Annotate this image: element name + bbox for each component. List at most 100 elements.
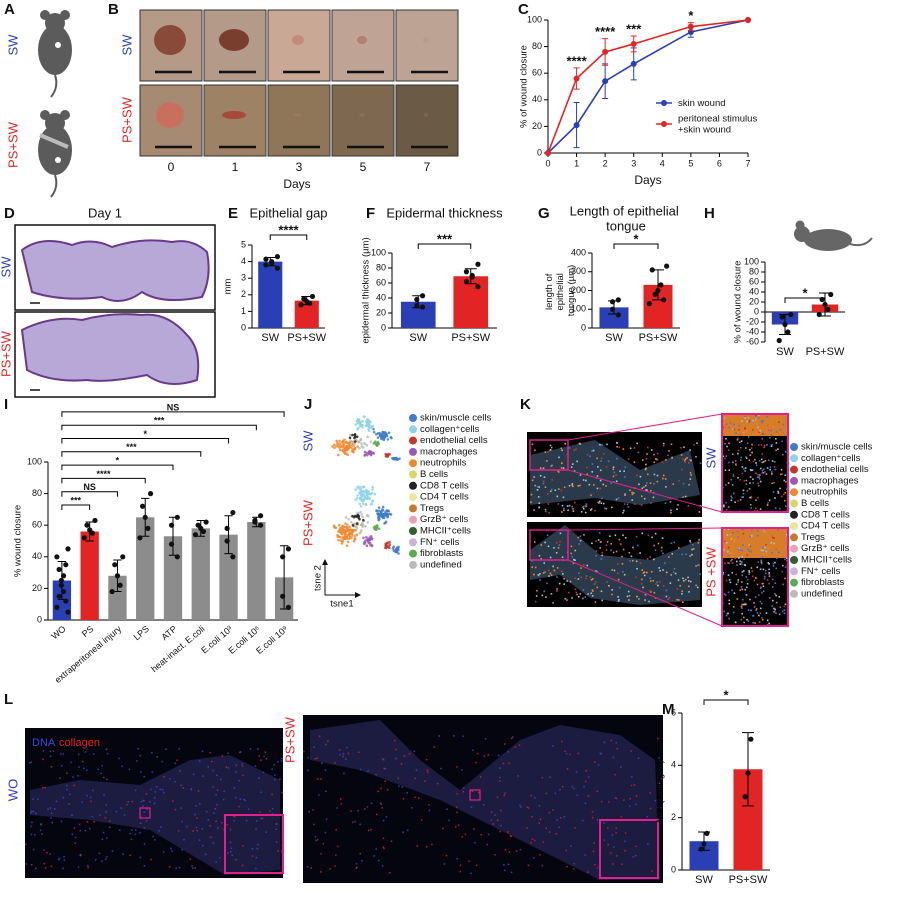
cell-dot [582, 479, 585, 481]
cell-dot [610, 542, 613, 545]
cell-dot [768, 568, 770, 571]
cell-dot [653, 544, 655, 547]
cell-dot [650, 502, 652, 504]
cell-dot [543, 476, 546, 479]
stain-label: DNA [32, 737, 56, 749]
cell-dot [544, 541, 546, 544]
bar [191, 528, 210, 620]
cell-dot [594, 601, 597, 603]
y-tick-label: 300 [571, 266, 586, 276]
y-tick-label: 4 [241, 256, 246, 266]
stain-dot [534, 839, 536, 842]
zoom-box [529, 439, 569, 471]
cell-dot [760, 444, 763, 446]
stain-dot [255, 828, 257, 830]
tsne-dot [385, 513, 389, 516]
y-tick-label: 100 [571, 304, 586, 314]
stain-dot [347, 752, 350, 755]
cell-dot [641, 569, 644, 571]
stain-dot [281, 791, 283, 794]
cell-dot [576, 460, 578, 463]
cell-dot [696, 442, 698, 444]
stain-dot [484, 738, 487, 740]
x-tick-label: SW [409, 332, 427, 344]
data-point [203, 519, 209, 525]
stain-dot [171, 800, 174, 802]
significance-bracket [61, 451, 202, 457]
cell-dot [533, 541, 536, 543]
cell-dot [782, 423, 785, 426]
cell-dot [617, 596, 619, 598]
stain-dot [139, 754, 142, 757]
stain-dot [359, 768, 362, 771]
cell-dot [599, 443, 601, 446]
data-point [65, 546, 71, 552]
significance: * [633, 231, 639, 246]
data-point [200, 528, 207, 535]
cell-dot [653, 482, 655, 485]
stain-dot [205, 810, 208, 813]
tsne-dot [395, 457, 399, 461]
significance: *** [626, 21, 642, 36]
legend-swatch [790, 454, 798, 463]
tsne-dot [376, 512, 380, 515]
cell-dot [761, 602, 763, 605]
cell-dot [731, 589, 733, 592]
cell-dot [583, 564, 585, 566]
y-axis-label: epidermal thickness (µm) [361, 237, 372, 343]
row-label: WO [5, 779, 20, 801]
cell-dot [571, 555, 573, 558]
y-tick-label: 100 [744, 256, 759, 266]
cell-dot [600, 590, 603, 593]
cell-dot [585, 479, 587, 482]
significance: **** [566, 53, 587, 68]
data-point [469, 274, 475, 280]
legend-label: undefined [801, 588, 843, 599]
cell-dot [636, 474, 638, 477]
cell-dot [735, 583, 738, 586]
cell-dot [627, 506, 630, 508]
cell-dot [757, 426, 759, 429]
tsne-dot [359, 489, 363, 493]
stain-dot [603, 839, 606, 841]
stain-dot [281, 757, 283, 760]
cell-dot [544, 451, 547, 453]
cell-dot [579, 443, 582, 445]
day-label: 3 [296, 160, 303, 174]
cell-dot [595, 540, 597, 543]
cell-dot [758, 431, 760, 433]
cell-dot [730, 552, 732, 554]
stain-dot [281, 849, 283, 851]
stain-dot [209, 836, 212, 838]
cell-dot [645, 457, 648, 460]
cell-dot [743, 558, 745, 561]
cell-dot [762, 420, 765, 422]
stain-dot [92, 789, 94, 792]
stain-dot [573, 787, 576, 790]
stain-dot [398, 785, 400, 787]
stain-dot [600, 752, 603, 755]
cell-dot [762, 568, 765, 571]
tsne-dot [332, 443, 336, 446]
cell-dot [772, 586, 774, 588]
tsne-dot [387, 431, 391, 435]
stain-dot [241, 765, 244, 767]
y-tick-label: -40 [746, 326, 759, 336]
cell-dot [741, 574, 744, 576]
cell-dot [600, 541, 602, 543]
stain-dot [151, 771, 154, 773]
cell-dot [558, 456, 560, 459]
cell-dot [579, 592, 582, 595]
cell-dot [782, 583, 784, 586]
cell-dot [774, 497, 776, 499]
stain-dot [483, 755, 486, 757]
cell-dot [684, 578, 687, 581]
stain-dot [526, 806, 529, 809]
tsne-dot [353, 440, 357, 443]
cell-dot [735, 432, 737, 435]
stain-dot [179, 769, 181, 772]
cell-dot [775, 567, 777, 570]
y-tick-label: 0 [381, 322, 386, 332]
stain-dot [615, 827, 618, 830]
tissue [20, 239, 210, 302]
